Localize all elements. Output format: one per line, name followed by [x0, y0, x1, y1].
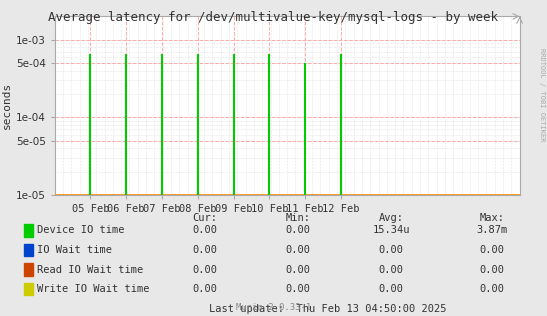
Y-axis label: seconds: seconds: [2, 82, 11, 129]
Text: RRDTOOL / TOBI OETIKER: RRDTOOL / TOBI OETIKER: [539, 48, 545, 142]
Text: Average latency for /dev/multivalue-key/mysql-logs - by week: Average latency for /dev/multivalue-key/…: [49, 11, 498, 24]
Text: Min:: Min:: [286, 213, 311, 223]
Text: 0.00: 0.00: [193, 264, 218, 275]
Text: Cur:: Cur:: [193, 213, 218, 223]
Text: 0.00: 0.00: [193, 284, 218, 294]
Text: 0.00: 0.00: [480, 245, 505, 255]
Text: Write IO Wait time: Write IO Wait time: [37, 284, 150, 294]
Text: 3.87m: 3.87m: [476, 225, 508, 235]
Text: 0.00: 0.00: [286, 264, 311, 275]
Text: 0.00: 0.00: [480, 264, 505, 275]
Text: Munin 2.0.33-1: Munin 2.0.33-1: [236, 303, 311, 312]
Text: Last update:  Thu Feb 13 04:50:00 2025: Last update: Thu Feb 13 04:50:00 2025: [210, 304, 447, 314]
Text: 0.00: 0.00: [379, 264, 404, 275]
Text: 0.00: 0.00: [480, 284, 505, 294]
Text: Read IO Wait time: Read IO Wait time: [37, 264, 143, 275]
Text: 0.00: 0.00: [286, 225, 311, 235]
Text: IO Wait time: IO Wait time: [37, 245, 112, 255]
Text: 0.00: 0.00: [379, 245, 404, 255]
Text: 0.00: 0.00: [193, 225, 218, 235]
Text: Avg:: Avg:: [379, 213, 404, 223]
Text: 0.00: 0.00: [286, 284, 311, 294]
Text: 0.00: 0.00: [286, 245, 311, 255]
Text: 0.00: 0.00: [379, 284, 404, 294]
Text: 15.34u: 15.34u: [373, 225, 410, 235]
Text: 0.00: 0.00: [193, 245, 218, 255]
Text: Device IO time: Device IO time: [37, 225, 125, 235]
Text: Max:: Max:: [480, 213, 505, 223]
